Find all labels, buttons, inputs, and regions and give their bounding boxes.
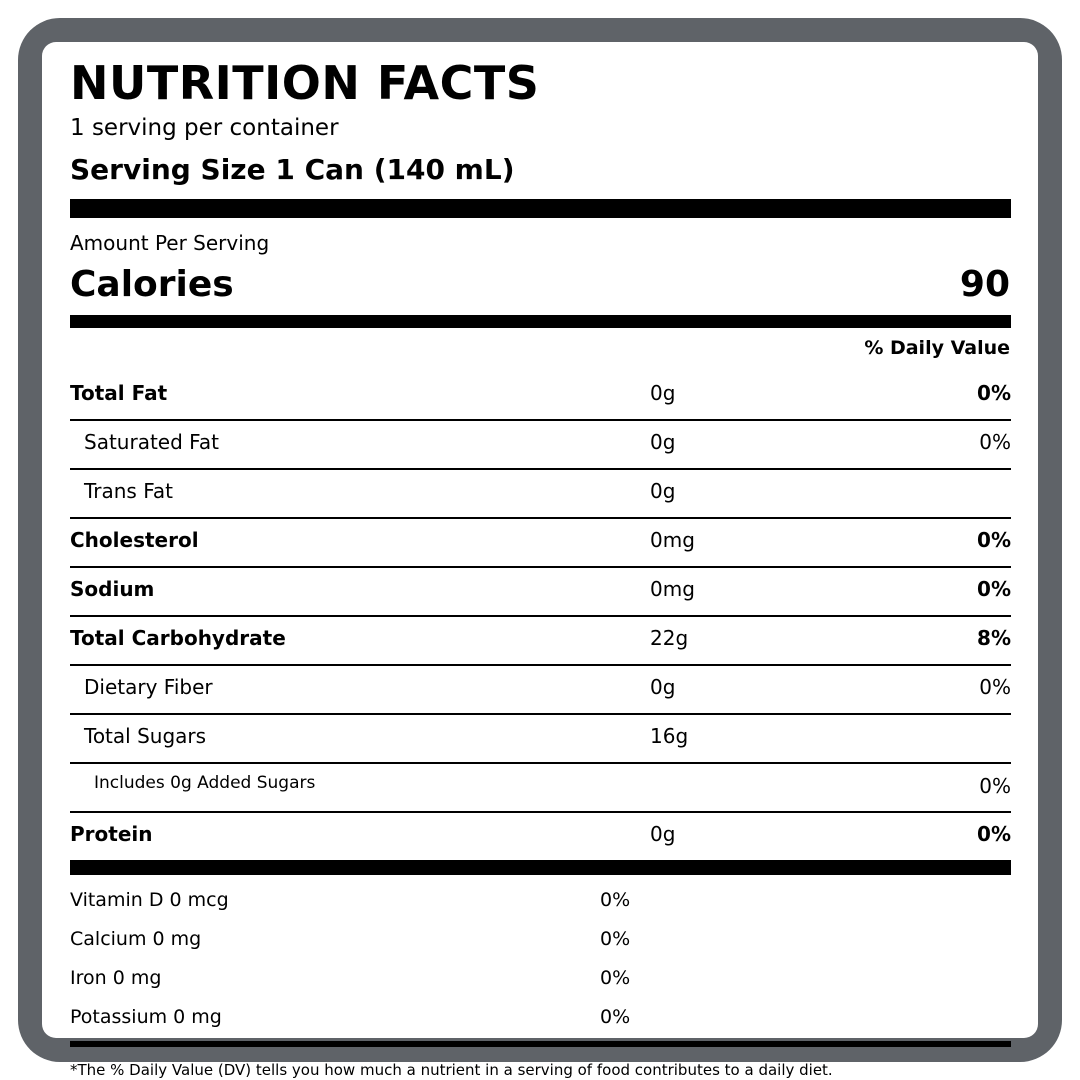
nutrient-name: Trans Fat bbox=[84, 479, 173, 503]
row-divider bbox=[70, 419, 1011, 421]
nutrient-amount: 22g bbox=[650, 626, 689, 650]
thick-divider-top bbox=[70, 199, 1011, 218]
calories-value: 90 bbox=[959, 264, 1010, 305]
nutrient-dv: 0% bbox=[977, 822, 1011, 846]
vitamin-name-calcium: Calcium 0 mg bbox=[70, 928, 202, 950]
nutrient-dv: 0% bbox=[979, 430, 1011, 454]
medium-divider bbox=[70, 315, 1011, 328]
nutrient-name: Total Fat bbox=[70, 381, 168, 405]
nutrient-amount: 0g bbox=[650, 381, 676, 405]
nutrient-row-sodium: Sodium 0mg 0% bbox=[70, 577, 1011, 607]
nutrient-amount: 16g bbox=[650, 724, 689, 748]
nutrient-dv: 0% bbox=[977, 528, 1011, 552]
vitamin-name-potassium: Potassium 0 mg bbox=[70, 1006, 222, 1028]
vitamin-name-vitamin-d: Vitamin D 0 mcg bbox=[70, 889, 229, 911]
row-divider bbox=[70, 811, 1011, 813]
nutrient-dv: 0% bbox=[977, 381, 1011, 405]
vitamin-dv-potassium: 0% bbox=[600, 1006, 631, 1028]
nutrient-name: Includes 0g Added Sugars bbox=[94, 773, 316, 793]
nutrient-name: Sodium bbox=[70, 577, 155, 601]
daily-value-header: % Daily Value bbox=[864, 337, 1010, 359]
nutrient-amount: 0g bbox=[650, 479, 676, 503]
nutrient-name: Protein bbox=[70, 822, 153, 846]
nutrient-dv: 0% bbox=[979, 774, 1011, 798]
nutrient-amount: 0g bbox=[650, 430, 676, 454]
nutrient-amount: 0g bbox=[650, 675, 676, 699]
vitamin-dv-iron: 0% bbox=[600, 967, 631, 989]
nutrient-row-total-sugars: Total Sugars 16g bbox=[70, 724, 1011, 754]
nutrient-row-dietary-fiber: Dietary Fiber 0g 0% bbox=[70, 675, 1011, 705]
label-title: NUTRITION FACTS bbox=[70, 56, 540, 110]
servings-per-container: 1 serving per container bbox=[70, 115, 339, 141]
nutrient-name: Saturated Fat bbox=[84, 430, 219, 454]
nutrient-row-total-carbohydrate: Total Carbohydrate 22g 8% bbox=[70, 626, 1011, 656]
nutrient-name: Cholesterol bbox=[70, 528, 199, 552]
row-divider bbox=[70, 664, 1011, 666]
vitamin-dv-vitamin-d: 0% bbox=[600, 889, 631, 911]
nutrient-name: Total Sugars bbox=[84, 724, 207, 748]
nutrient-row-protein: Protein 0g 0% bbox=[70, 822, 1011, 852]
bottom-divider bbox=[70, 1041, 1011, 1047]
serving-size: Serving Size 1 Can (140 mL) bbox=[70, 153, 515, 186]
row-divider bbox=[70, 468, 1011, 470]
nutrient-row-saturated-fat: Saturated Fat 0g 0% bbox=[70, 430, 1011, 460]
nutrient-dv: 0% bbox=[979, 675, 1011, 699]
nutrient-name: Dietary Fiber bbox=[84, 675, 213, 699]
vitamin-dv-calcium: 0% bbox=[600, 928, 631, 950]
thick-divider-vitamins bbox=[70, 860, 1011, 875]
calories-label: Calories bbox=[70, 264, 234, 305]
nutrient-amount: 0g bbox=[650, 822, 676, 846]
vitamin-name-iron: Iron 0 mg bbox=[70, 967, 162, 989]
footnote: *The % Daily Value (DV) tells you how mu… bbox=[70, 1061, 833, 1079]
nutrient-row-added-sugars: Includes 0g Added Sugars 0% bbox=[70, 773, 1011, 803]
nutrient-amount: 0mg bbox=[650, 528, 695, 552]
amount-per-serving: Amount Per Serving bbox=[70, 231, 270, 255]
row-divider bbox=[70, 713, 1011, 715]
nutrient-row-total-fat: Total Fat 0g 0% bbox=[70, 381, 1011, 411]
nutrient-name: Total Carbohydrate bbox=[70, 626, 286, 650]
row-divider bbox=[70, 762, 1011, 764]
nutrient-dv: 0% bbox=[977, 577, 1011, 601]
nutrient-row-trans-fat: Trans Fat 0g bbox=[70, 479, 1011, 509]
nutrient-amount: 0mg bbox=[650, 577, 695, 601]
row-divider bbox=[70, 566, 1011, 568]
nutrient-dv: 8% bbox=[977, 626, 1011, 650]
row-divider bbox=[70, 517, 1011, 519]
row-divider bbox=[70, 615, 1011, 617]
nutrient-row-cholesterol: Cholesterol 0mg 0% bbox=[70, 528, 1011, 558]
